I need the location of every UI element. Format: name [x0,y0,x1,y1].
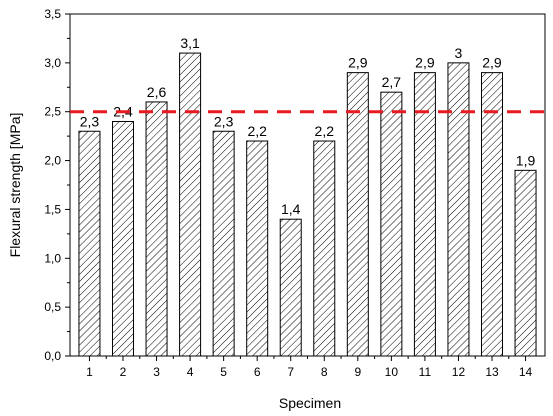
data-label: 2,9 [482,55,502,71]
bar [145,101,168,357]
data-label: 1,9 [516,152,536,168]
bar [346,72,369,357]
y-tick-label: 3,5 [44,7,61,21]
x-axis-label: Specimen [279,395,341,411]
data-label: 2,2 [315,123,335,139]
data-label: 2,6 [147,84,167,100]
bar [179,52,202,357]
data-label: 2,2 [247,123,267,139]
data-label: 3 [455,45,463,61]
bar [313,140,336,357]
x-tick-label: 1 [86,365,93,379]
x-tick-label: 10 [385,365,399,379]
x-tick-label: 9 [354,365,361,379]
y-tick-label: 2,0 [44,154,61,168]
y-tick-label: 1,0 [44,251,61,265]
y-tick-label: 2,5 [44,105,61,119]
x-tick-label: 4 [187,365,194,379]
x-tick-label: 14 [519,365,533,379]
x-tick-label: 6 [254,365,261,379]
data-label: 2,3 [214,113,234,129]
data-label: 1,4 [281,201,301,217]
bar [212,130,235,357]
x-tick-label: 11 [419,365,432,379]
y-tick-label: 3,0 [44,56,61,70]
y-tick-label: 0,0 [44,349,61,363]
x-tick-label: 2 [120,365,127,379]
bar [447,62,470,357]
x-tick-label: 13 [485,365,499,379]
y-axis-label: Flexural strength [MPa] [7,113,23,258]
data-label: 2,7 [382,74,402,90]
bar [380,91,403,357]
plot-area: 0,00,51,01,52,02,53,03,512,322,432,643,1… [44,7,546,379]
data-label: 2,9 [415,55,435,71]
bar [514,169,537,357]
x-tick-label: 3 [153,365,160,379]
y-tick-label: 1,5 [44,202,61,216]
bar [246,140,269,357]
bar [78,130,101,357]
bar [413,72,436,357]
x-tick-label: 7 [287,365,294,379]
bar [279,218,302,357]
bar [112,120,135,357]
x-tick-label: 8 [321,365,328,379]
bar [480,72,503,357]
data-label: 3,1 [180,35,200,51]
data-label: 2,9 [348,55,368,71]
x-tick-label: 12 [452,365,466,379]
x-tick-label: 5 [220,365,227,379]
plot-frame [69,13,546,357]
data-label: 2,3 [80,113,100,129]
y-tick-label: 0,5 [44,300,61,314]
